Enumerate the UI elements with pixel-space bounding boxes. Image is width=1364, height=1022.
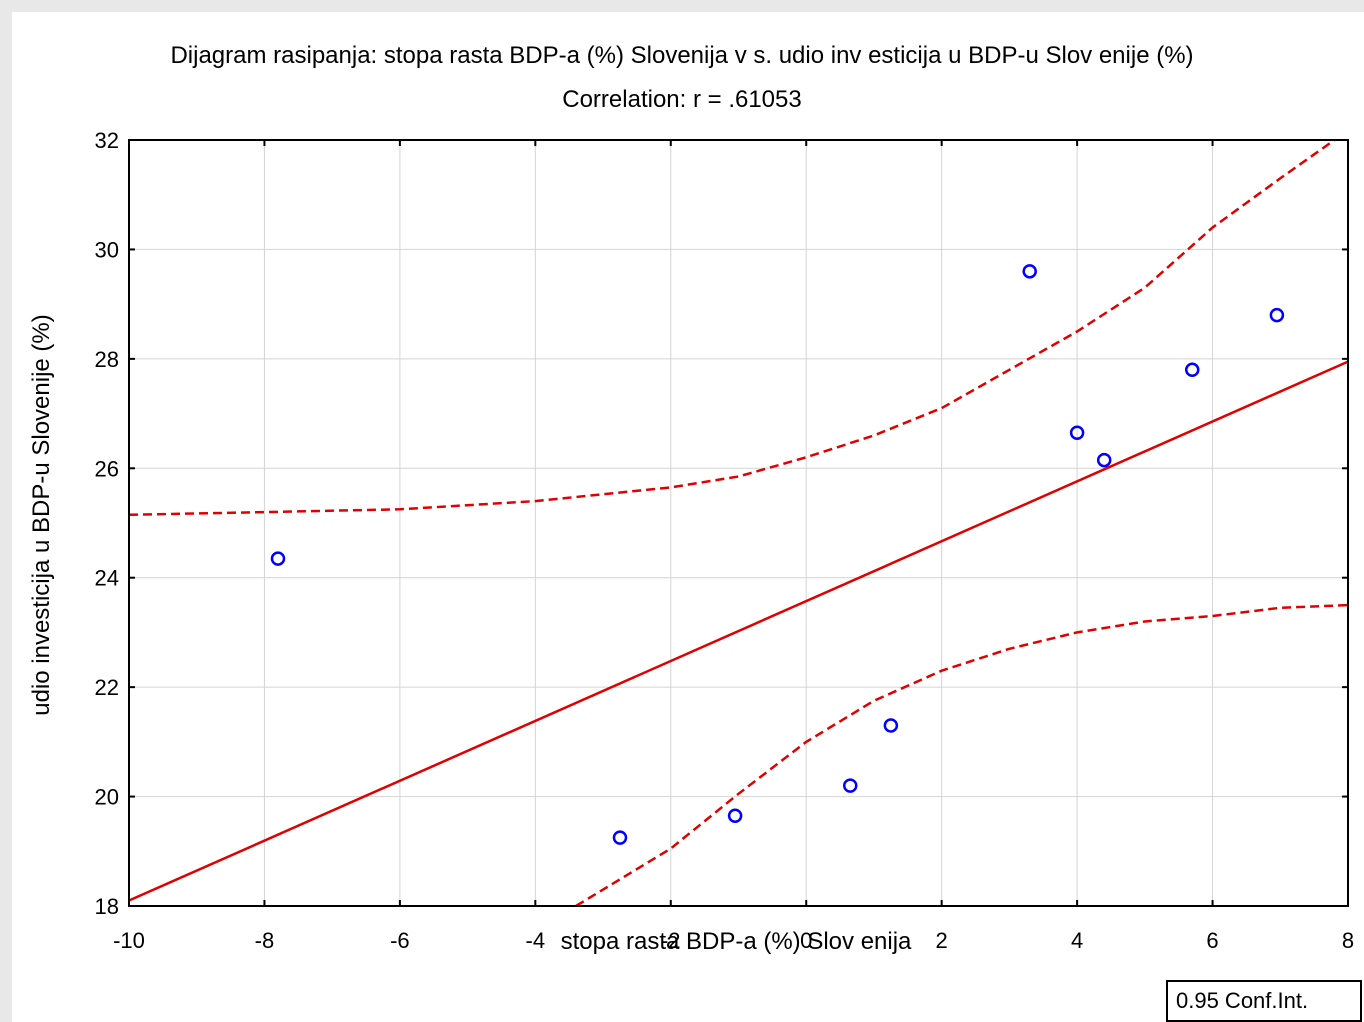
y-tick-label: 26	[95, 456, 119, 481]
y-tick-label: 18	[95, 894, 119, 919]
x-axis-ticks: -10 -8 -6 -4 -2 0 2 4 6 8	[113, 140, 1354, 953]
x-tick-label: 8	[1342, 928, 1354, 953]
regression-line	[128, 360, 1349, 902]
y-tick-label: 20	[95, 785, 119, 810]
y-tick-label: 22	[95, 675, 119, 700]
x-tick-label: 6	[1206, 928, 1218, 953]
grid-lines	[129, 140, 1348, 906]
data-point	[1269, 307, 1285, 323]
y-tick-label: 32	[95, 128, 119, 153]
plot-frame	[128, 139, 1349, 907]
data-point	[842, 778, 858, 793]
x-tick-label: -4	[526, 928, 546, 953]
x-tick-label: -8	[255, 928, 275, 953]
data-point	[883, 718, 899, 733]
chart-title: Dijagram rasipanja: stopa rasta BDP-a (%…	[170, 42, 1194, 69]
lower-confidence-band	[575, 603, 1349, 908]
legend-box: 0.95 Conf.Int.	[1166, 980, 1362, 1022]
y-axis-ticks: 18 20 22 24 26 28 30 32	[95, 128, 1348, 919]
x-tick-label: 0	[800, 928, 812, 953]
data-point	[727, 808, 743, 823]
y-tick-label: 28	[95, 347, 119, 372]
data-point	[1069, 425, 1085, 440]
x-tick-label: -2	[661, 928, 681, 953]
data-points	[270, 264, 1285, 845]
x-axis-label: stopa rasta BDP-a (%) Slov enija	[560, 928, 912, 955]
x-tick-label: 4	[1071, 928, 1083, 953]
data-point	[1022, 264, 1037, 279]
chart-subtitle: Correlation: r = .61053	[562, 86, 802, 113]
y-tick-label: 30	[95, 237, 119, 262]
x-tick-label: -10	[113, 928, 145, 953]
y-tick-label: 24	[95, 566, 119, 591]
data-point	[1184, 362, 1200, 378]
x-tick-label: 2	[936, 928, 948, 953]
upper-confidence-band	[128, 138, 1336, 517]
plot-area	[129, 140, 1348, 906]
y-axis-label: udio investicija u BDP-u Slovenije (%)	[28, 314, 55, 716]
x-tick-label: -6	[390, 928, 410, 953]
data-point	[612, 830, 628, 845]
data-point	[1096, 452, 1112, 468]
regression-line-group	[128, 360, 1349, 902]
data-point	[270, 551, 286, 566]
confidence-bands	[128, 138, 1349, 908]
